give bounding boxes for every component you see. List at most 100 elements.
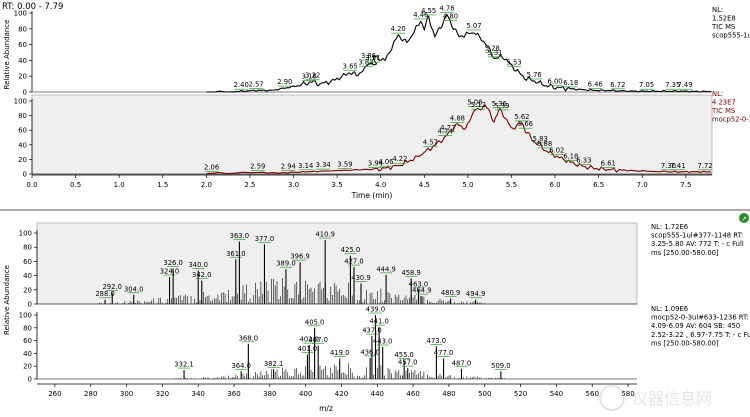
corner-marker-icon: ↗: [739, 213, 749, 223]
peak-label: 3.18: [302, 73, 317, 81]
peak-label: 477.0: [434, 349, 453, 357]
peak-label: 5.53: [507, 58, 522, 66]
x-tick-label: 580: [621, 390, 634, 398]
peak-label: 509.0: [491, 362, 510, 370]
side-label: 3.25-5.80 AV: 772 T: - c Full: [651, 240, 744, 248]
peak-label: 473.0: [427, 337, 446, 345]
x-tick-label: 5.0: [462, 181, 473, 189]
x-tick-label: 2.0: [201, 181, 212, 189]
peak-label: 407.0: [308, 336, 327, 344]
peak-label: 443.0: [373, 338, 392, 346]
peak-label: 3.34: [316, 161, 331, 169]
peak-label: 288.0: [95, 290, 114, 298]
peak-label: 361.0: [226, 250, 245, 258]
peak-label: 6.18: [563, 79, 578, 87]
peak-label: 401.0: [298, 345, 317, 353]
side-label: 4.23E7: [712, 99, 736, 107]
y-tick-label: 40: [23, 350, 32, 358]
peak-label: 5.76: [527, 71, 542, 79]
peak-label: 458.9: [401, 269, 420, 277]
y-tick-label: 100: [14, 98, 27, 106]
y-tick-label: 20: [18, 73, 27, 81]
peak-label: 363.0: [230, 232, 249, 240]
peak-label: 389.0: [276, 260, 295, 268]
peak-label: 340.0: [188, 261, 207, 269]
x-tick-label: 3.5: [332, 181, 343, 189]
y-tick-label: 100: [19, 312, 32, 320]
peak-label: 382.1: [264, 360, 283, 368]
x-tick-label: 1.5: [157, 181, 168, 189]
peak-label: 455.0: [394, 351, 413, 359]
x-tick-label: 280: [84, 390, 97, 398]
x-tick-label: 540: [550, 390, 563, 398]
peak-label: 4.76: [439, 5, 454, 13]
x-tick-label: 560: [586, 390, 599, 398]
peak-label: 425.0: [341, 246, 360, 254]
side-label: mocp52-0-3ul#633-1236 RT:: [651, 314, 749, 322]
peak-label: 419.0: [330, 349, 349, 357]
y-tick-label: 80: [23, 324, 32, 332]
y-tick-label: 80: [23, 244, 32, 252]
panel-background: [36, 222, 638, 305]
y-tick-label: 40: [18, 57, 27, 65]
peak-label: 4.77: [440, 124, 455, 132]
peak-label: 326.0: [163, 259, 182, 267]
peak-label: 7.35: [665, 81, 680, 89]
peak-label: 3.65: [343, 62, 358, 70]
peak-label: 377.0: [255, 235, 274, 243]
side-label: 1.52E8: [712, 15, 736, 23]
peak-label: 3.86: [361, 52, 376, 60]
peak-label: 3.22: [305, 72, 320, 80]
peak-label: 2.57: [248, 80, 263, 88]
x-tick-label: 3.0: [288, 181, 299, 189]
y-tick-label: 20: [23, 363, 32, 371]
peak-label: 487.0: [452, 359, 471, 367]
peak-label: 5.08: [467, 98, 482, 106]
peak-label: 3.94: [368, 160, 383, 168]
x-tick-label: 380: [263, 390, 276, 398]
peak-label: 5.83: [533, 135, 548, 143]
peak-label: 5.66: [518, 120, 533, 128]
peak-label: 4.80: [443, 12, 458, 20]
y-tick-label: 0: [23, 89, 27, 97]
peak-label: 441.0: [369, 318, 388, 326]
y-tick-label: 100: [14, 10, 27, 18]
peak-label: 6.33: [576, 157, 591, 165]
side-label: scop555-1ul: [712, 32, 750, 40]
peak-label: 4.57: [423, 138, 438, 146]
y-tick-label: 60: [23, 337, 32, 345]
peak-label: 396.9: [290, 253, 309, 261]
x-tick-label: 420: [335, 390, 348, 398]
peak-label: 4.06: [378, 158, 393, 166]
x-tick-label: 320: [156, 390, 169, 398]
peak-label: 5.36: [492, 100, 507, 108]
side-label: TIC MS: [711, 23, 735, 31]
peak-label: 2.94: [281, 163, 296, 171]
peak-label: 364.0: [231, 362, 250, 370]
peak-label: 430.9: [351, 274, 370, 282]
peak-label: 304.0: [124, 285, 143, 293]
peak-label: 405.0: [305, 318, 324, 326]
peak-label: 292.0: [102, 283, 121, 291]
peak-label: 7.05: [639, 81, 654, 89]
peak-label: 4.22: [392, 155, 407, 163]
time-axis: 0.0 0.5 1.0 1.5 2.0 2.5 3.0 3.5 4.0 4.5 5.0 5.5 6.0 6…: [26, 174, 712, 200]
peak-label: 457.0: [398, 359, 417, 367]
peak-label: 6.61: [601, 160, 616, 168]
y-tick-label: 0: [28, 301, 32, 309]
panel-background: [31, 94, 713, 175]
peak-label: 368.0: [239, 334, 258, 342]
peak-label: 7.41: [670, 162, 685, 170]
x-tick-label: 500: [478, 390, 491, 398]
side-label: 2.52-3.22 , 6.97-7.75 T: - c Full: [651, 331, 750, 339]
peak-label: 7.49: [677, 81, 692, 89]
peak-label: 6.72: [610, 81, 625, 89]
peak-label: 436.0: [360, 348, 379, 356]
peak-label: 464.9: [412, 287, 431, 295]
x-tick-label: 6.5: [593, 181, 604, 189]
side-label: NL: 1.09E6: [651, 305, 688, 313]
spectrum-bottom-panel: 0 20 40 60 80 100 332.1 364.0 368.0 382.1 401.0402…: [19, 305, 750, 384]
